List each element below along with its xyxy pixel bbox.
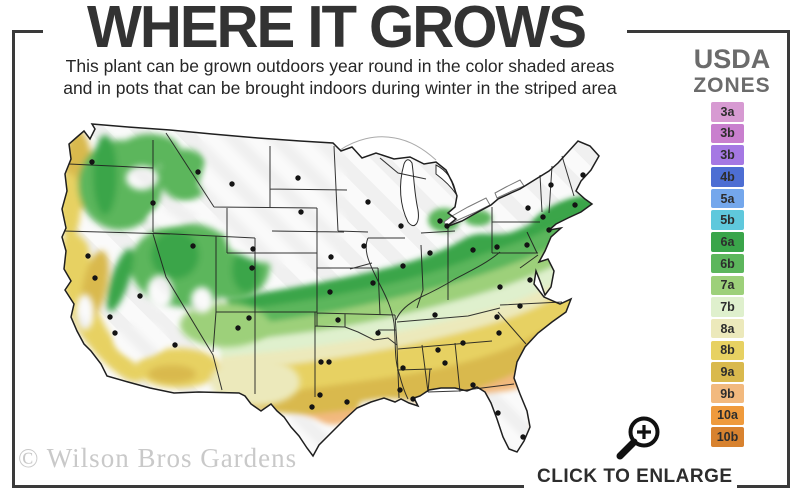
legend-zone-chip: 8b — [711, 340, 744, 361]
legend-zone-chip: 3a — [711, 102, 744, 122]
legend-title-usda: USDA — [693, 44, 771, 74]
subtitle-line2: and in pots that can be brought indoors … — [63, 78, 617, 98]
frame-border-bottom-left — [12, 485, 524, 488]
legend-zone-chip: 6a — [711, 232, 744, 252]
click-to-enlarge-button[interactable]: CLICK TO ENLARGE — [537, 408, 737, 492]
legend-zone-chip: 6b — [711, 253, 744, 274]
legend-zone-chip: 5a — [711, 188, 744, 209]
frame-border-left — [12, 30, 15, 488]
lake-superior-shoreline — [339, 136, 437, 161]
watermark: © Wilson Bros Gardens — [18, 443, 298, 473]
legend-zone-chip: 10b — [711, 427, 744, 447]
legend-zone-chip: 3b — [711, 145, 744, 165]
legend-zone-chip: 10a — [711, 405, 744, 426]
lake-michigan — [400, 159, 419, 226]
us-outline — [61, 123, 600, 458]
page-title: WHERE IT GROWS — [87, 0, 587, 61]
legend-zone-chip: 7a — [711, 275, 744, 295]
state-borders — [63, 132, 575, 400]
legend-zone-chip: 3b — [711, 123, 744, 144]
city-dots — [85, 159, 586, 440]
legend-title-zones: ZONES — [693, 74, 771, 97]
frame-border-right — [787, 30, 790, 488]
legend-zone-chip: 9b — [711, 383, 744, 404]
us-zone-map[interactable] — [45, 112, 620, 480]
click-to-enlarge-label: CLICK TO ENLARGE — [537, 466, 733, 487]
frame-border-top-left — [12, 30, 43, 33]
legend-zone-chip: 4b — [711, 167, 744, 187]
legend-zone-chip: 9a — [711, 362, 744, 382]
zoom-in-icon — [616, 416, 660, 460]
usda-zones-legend: 3a 3b 3b 4b 5a 5b 6a 6b 7a 7b 8a 8b 9a 9b 10a 10b — [711, 102, 744, 449]
frame-border-bottom-right — [737, 485, 790, 488]
frame-border-top-right — [627, 30, 790, 33]
lake-ontario — [494, 179, 525, 199]
subtitle-line1: This plant can be grown outdoors year ro… — [65, 56, 615, 76]
legend-zone-chip: 8a — [711, 318, 744, 339]
legend-zone-chip: 7b — [711, 297, 744, 317]
legend-zone-chip: 5b — [711, 210, 744, 230]
